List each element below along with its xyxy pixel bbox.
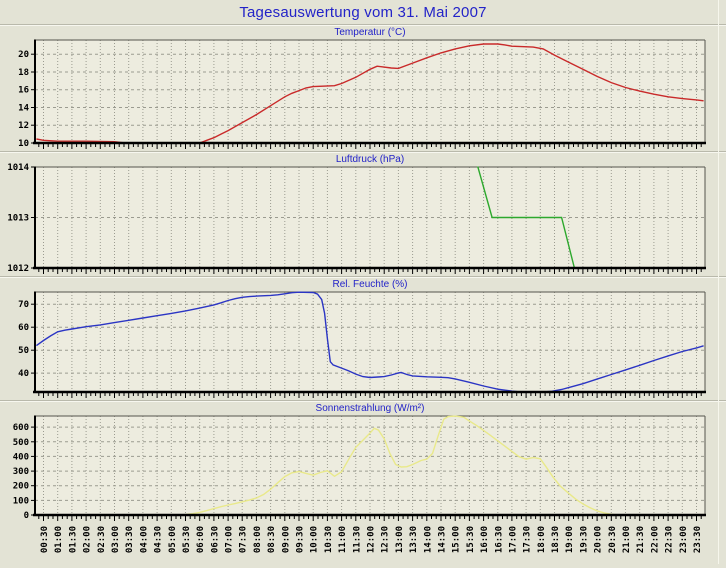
window-edge [718, 0, 719, 564]
chart-title-humidity: Rel. Feuchte (%) [332, 279, 408, 290]
svg-text:23:00: 23:00 [679, 526, 689, 553]
chart-title-pressure: Luftdruck (hPa) [335, 154, 405, 165]
svg-text:20:00: 20:00 [594, 526, 604, 553]
svg-text:100: 100 [13, 496, 29, 506]
svg-text:60: 60 [18, 323, 29, 333]
svg-text:10:30: 10:30 [324, 526, 334, 553]
pressure-chart-section: Luftdruck (hPa) 1012 1013 1014 [0, 154, 726, 276]
svg-text:22:30: 22:30 [665, 526, 675, 553]
svg-text:14:00: 14:00 [423, 526, 433, 553]
temperature-chart-section: Temperatur (°C) 10 12 14 16 18 20 [0, 27, 726, 151]
svg-text:04:00: 04:00 [139, 526, 149, 553]
page-title: Tagesauswertung vom 31. Mai 2007 [239, 4, 487, 21]
svg-text:18: 18 [18, 68, 29, 78]
svg-text:600: 600 [13, 423, 29, 433]
svg-text:500: 500 [13, 438, 29, 448]
svg-text:02:30: 02:30 [97, 526, 107, 553]
svg-text:70: 70 [18, 300, 29, 310]
svg-text:07:00: 07:00 [225, 526, 235, 553]
svg-text:13:00: 13:00 [395, 526, 405, 553]
svg-text:14: 14 [18, 104, 29, 114]
svg-text:17:30: 17:30 [523, 526, 533, 553]
svg-text:40: 40 [18, 369, 29, 379]
svg-text:300: 300 [13, 467, 29, 477]
svg-text:08:30: 08:30 [267, 526, 277, 553]
svg-text:15:30: 15:30 [466, 526, 476, 553]
svg-text:10: 10 [18, 139, 29, 149]
svg-text:16:00: 16:00 [480, 526, 490, 553]
svg-text:1013: 1013 [7, 214, 29, 224]
svg-text:10:00: 10:00 [310, 526, 320, 553]
svg-text:20: 20 [18, 50, 29, 60]
chart-title-temperature: Temperatur (°C) [334, 27, 406, 38]
svg-text:12:00: 12:00 [367, 526, 377, 553]
svg-text:400: 400 [13, 452, 29, 462]
separator [0, 400, 726, 402]
svg-text:19:00: 19:00 [565, 526, 575, 553]
svg-text:20:30: 20:30 [608, 526, 618, 553]
humidity-chart-section: Rel. Feuchte (%) 40 50 60 70 [0, 279, 726, 400]
svg-text:21:30: 21:30 [636, 526, 646, 553]
svg-text:200: 200 [13, 482, 29, 492]
svg-text:05:00: 05:00 [168, 526, 178, 553]
svg-text:13:30: 13:30 [409, 526, 419, 553]
pressure-chart: 1012 1013 1014 [7, 163, 706, 274]
svg-text:06:30: 06:30 [210, 526, 220, 553]
svg-text:09:30: 09:30 [296, 526, 306, 553]
svg-text:0: 0 [24, 511, 29, 521]
svg-text:50: 50 [18, 346, 29, 356]
svg-text:11:30: 11:30 [352, 526, 362, 553]
svg-text:1014: 1014 [7, 163, 29, 173]
svg-text:05:30: 05:30 [182, 526, 192, 553]
svg-text:01:00: 01:00 [54, 526, 64, 553]
svg-text:07:30: 07:30 [239, 526, 249, 553]
svg-text:23:30: 23:30 [693, 526, 703, 553]
solar-radiation-chart-section: Sonnenstrahlung (W/m²) 00:30 01:00 01:30 02… [0, 403, 726, 568]
svg-text:21:00: 21:00 [622, 526, 632, 553]
svg-text:06:00: 06:00 [196, 526, 206, 553]
svg-text:12: 12 [18, 121, 29, 131]
svg-text:09:00: 09:00 [281, 526, 291, 553]
chart-title-solar-radiation: Sonnenstrahlung (W/m²) [315, 403, 425, 414]
separator [0, 151, 726, 153]
solar-radiation-chart: 00:30 01:00 01:30 02:00 02:30 03:00 03:30 04:00… [13, 415, 706, 553]
svg-text:16:30: 16:30 [494, 526, 504, 553]
svg-text:03:00: 03:00 [111, 526, 121, 553]
svg-text:12:30: 12:30 [381, 526, 391, 553]
svg-text:01:30: 01:30 [68, 526, 78, 553]
svg-text:00:30: 00:30 [40, 526, 50, 553]
svg-text:17:00: 17:00 [508, 526, 518, 553]
svg-text:03:30: 03:30 [125, 526, 135, 553]
svg-text:18:00: 18:00 [537, 526, 547, 553]
svg-text:11:00: 11:00 [338, 526, 348, 553]
svg-text:04:30: 04:30 [154, 526, 164, 553]
svg-text:08:00: 08:00 [253, 526, 263, 553]
svg-text:1012: 1012 [7, 264, 29, 274]
svg-text:22:00: 22:00 [650, 526, 660, 553]
svg-text:18:30: 18:30 [551, 526, 561, 553]
svg-text:16: 16 [18, 86, 29, 96]
svg-text:19:30: 19:30 [579, 526, 589, 553]
svg-text:02:00: 02:00 [83, 526, 93, 553]
humidity-chart: 40 50 60 70 [18, 291, 706, 398]
svg-text:15:00: 15:00 [452, 526, 462, 553]
temperature-chart: 10 12 14 16 18 20 [18, 39, 706, 149]
separator [0, 24, 726, 26]
svg-text:14:30: 14:30 [438, 526, 448, 553]
separator [0, 276, 726, 278]
